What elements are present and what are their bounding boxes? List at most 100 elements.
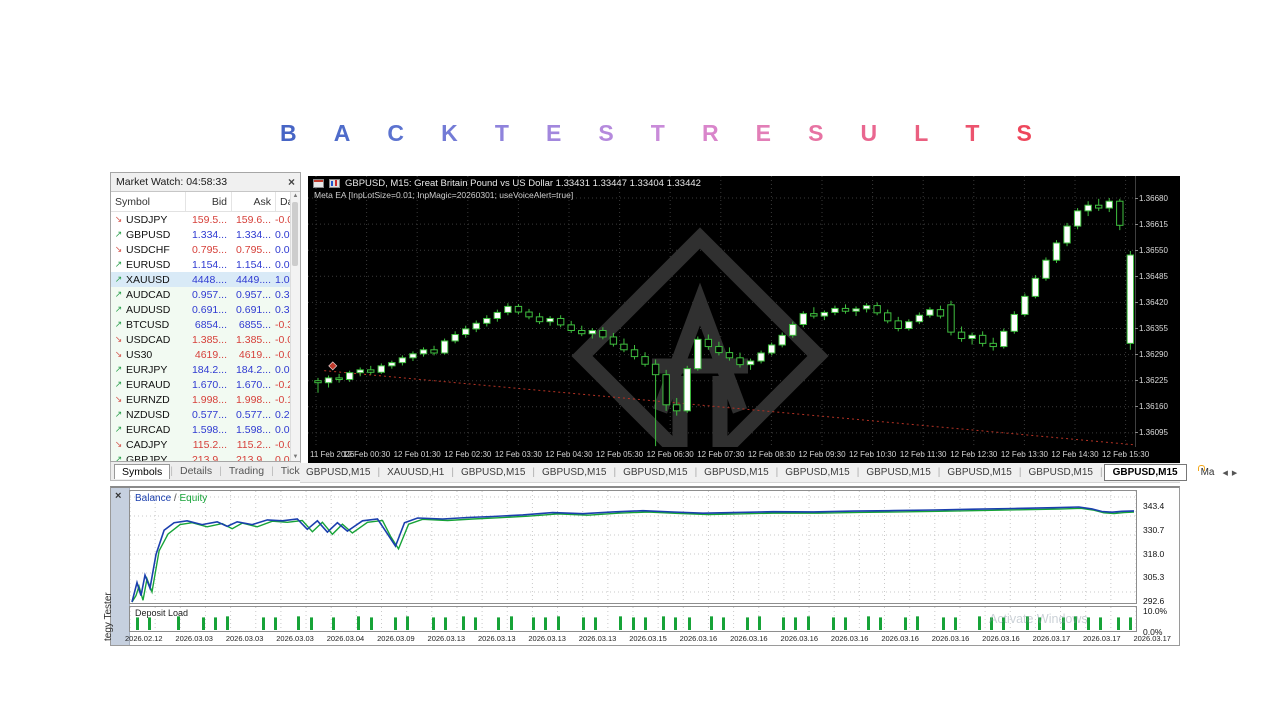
balance-equity-legend: Balance / Equity [135,493,207,504]
market-watch-rows: ↘USDJPY159.5...159.6...-0.08%↗GBPUSD1.33… [111,212,300,462]
time-label: 12 Feb 07:30 [697,450,745,459]
market-watch-header: Market Watch: 04:58:33 × [111,173,300,192]
chart-tab-3[interactable]: GBPUSD,M15 [542,467,607,478]
ask-value: 213.9... [235,453,271,462]
deposit-load-bar [619,616,622,630]
tab-divider: | [775,467,779,478]
title-letter: T [650,120,665,146]
down-arrow-icon: ↘ [114,394,123,404]
tab-divider: | [170,465,173,477]
close-icon[interactable]: × [287,175,295,189]
chart-tab-5[interactable]: GBPUSD,M15 [704,467,769,478]
scroll-down-icon[interactable]: ▼ [292,454,299,460]
bid-value: 1.334... [191,228,227,241]
deposit-load-bar [274,617,277,630]
price-label: 1.36160 [1135,402,1168,412]
deposit-load-bar [954,617,957,630]
close-icon[interactable]: × [115,490,122,502]
tab-more-label[interactable]: Ma [1200,467,1215,478]
chart-tab-6[interactable]: GBPUSD,M15 [785,467,850,478]
deposit-load-bar [582,617,585,630]
tab-symbols[interactable]: Symbols [114,463,171,479]
tester-side-bar[interactable]: × tegy Tester [103,488,130,645]
chart-tab-8[interactable]: GBPUSD,M15 [947,467,1012,478]
chart-tab-0[interactable]: GBPUSD,M15 [306,467,371,478]
time-label: 12 Feb 06:30 [646,450,694,459]
up-arrow-icon: ↗ [114,274,123,284]
bid-value: 184.2... [191,363,227,376]
chart-tab-7[interactable]: GBPUSD,M15 [866,467,931,478]
deposit-load-bar [532,617,535,630]
column-bid[interactable]: Bid [185,192,231,211]
deposit-load-bar [202,617,205,630]
bid-value: 0.577... [191,408,227,421]
date-label: 2026.03.09 [377,634,415,643]
bid-value: 1.598... [191,423,227,436]
chart-tab-4[interactable]: GBPUSD,M15 [623,467,688,478]
date-label: 2026.03.13 [427,634,466,643]
ask-value: 1.670... [235,378,271,391]
up-arrow-icon: ↗ [114,289,123,299]
market-watch-scrollbar[interactable]: ▲ ▼ [290,192,300,461]
scroll-up-icon[interactable]: ▲ [292,193,299,199]
column-ask[interactable]: Ask [231,192,275,211]
column-symbol[interactable]: Symbol [115,195,151,208]
chart-window-icon [313,179,324,188]
price-label: 1.36290 [1135,350,1168,360]
price-label: 1.36680 [1135,193,1168,203]
tab-trading[interactable]: Trading [228,465,265,477]
chart-tab-active[interactable]: GBPUSD,M15 [1103,464,1187,481]
deposit-load-bar [394,617,397,630]
candlestick-chart-canvas[interactable] [308,176,1137,485]
chart-window[interactable]: GBPUSD, M15: Great Britain Pound vs US D… [308,176,1180,485]
deposit-percent-label: 10.0% [1143,606,1168,616]
deposit-load-canvas [129,607,1137,631]
market-watch-panel: Market Watch: 04:58:33 × Symbol Bid Ask … [110,172,301,462]
tester-side-label[interactable]: tegy Tester [103,592,114,641]
market-watch-column-headers: Symbol Bid Ask Daily... [111,192,300,212]
bid-value: 1.385... [191,333,227,346]
equity-line [131,507,1135,603]
tab-details[interactable]: Details [180,465,213,477]
market-watch-row[interactable]: ↗GBPJPY 213.9... 213.9... 0.01% [111,452,300,462]
time-label: 12 Feb 12:30 [950,450,998,459]
deposit-load-chart[interactable]: Deposit Load [129,606,1137,632]
down-arrow-icon: ↘ [114,214,123,224]
deposit-load-bar [832,617,835,630]
legend-separator: / [171,493,180,504]
chart-tab-2[interactable]: GBPUSD,M15 [460,467,526,478]
tab-scroll-arrows[interactable]: ◀▶ [1222,469,1242,477]
tester-value-label: 292.6 [1143,596,1165,606]
deposit-load-bar [758,616,761,630]
date-label: 2026.03.16 [830,634,869,643]
chart-title-bar: GBPUSD, M15: Great Britain Pound vs US D… [313,178,701,189]
scrollbar-thumb[interactable] [292,202,298,266]
deposit-load-label: Deposit Load [135,608,189,618]
balance-equity-chart[interactable]: Balance / Equity [129,490,1137,604]
date-label: 2026.03.16 [679,634,718,643]
tab-ticks[interactable]: Ticks [280,465,305,477]
chart-tab-1[interactable]: XAUUSD,H1 [387,467,445,478]
deposit-load-bar [662,616,665,630]
ask-value: 4449.... [235,273,271,286]
deposit-load-bar [978,616,981,630]
bid-value: 4619... [194,348,227,361]
chart-tab-9[interactable]: GBPUSD,M15 [1028,467,1093,478]
tester-value-label: 318.0 [1143,548,1165,559]
